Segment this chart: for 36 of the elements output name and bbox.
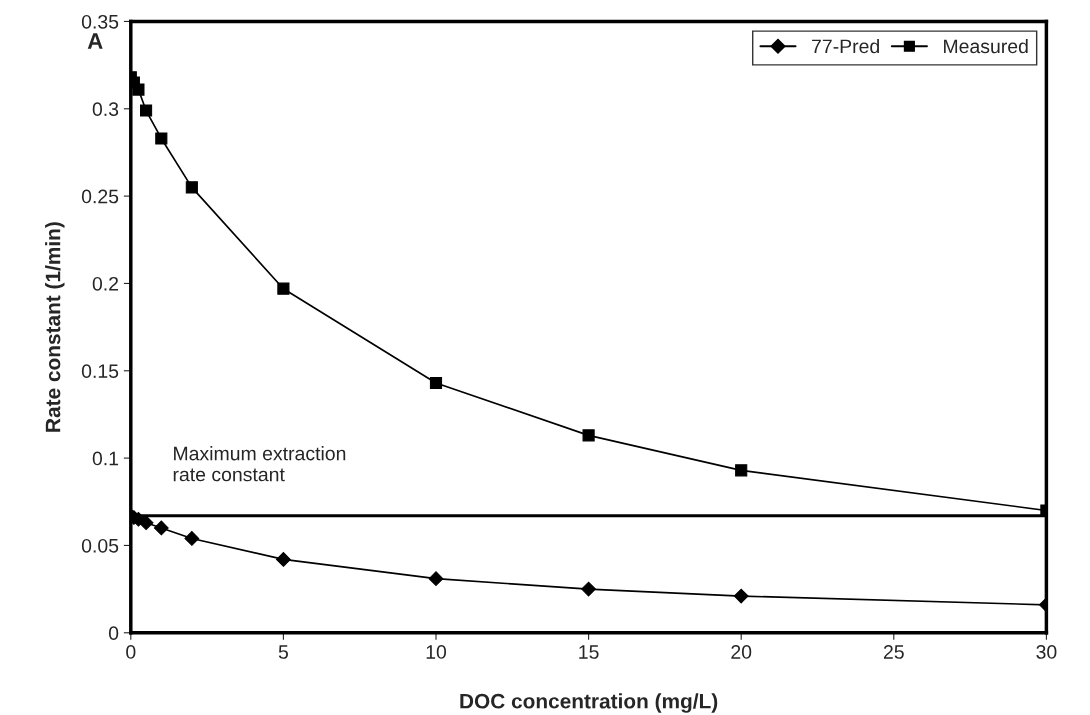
point	[581, 581, 596, 597]
point	[153, 520, 169, 536]
x-tick-label: 25	[883, 645, 904, 659]
ref-line-label: Maximum extraction rate constant	[173, 446, 346, 482]
y-tick-label: 0.05	[81, 538, 119, 553]
x-tick-label: 10	[426, 645, 447, 659]
x-tick-label: 20	[731, 645, 752, 659]
point	[184, 531, 200, 546]
point	[185, 181, 198, 194]
point	[429, 376, 443, 390]
point	[733, 588, 749, 604]
point	[138, 515, 154, 531]
legend-label: 77-Pred	[812, 38, 879, 54]
point	[139, 104, 153, 117]
y-tick-label: 0.35	[81, 14, 119, 29]
point	[582, 429, 595, 442]
x-tick-label: 30	[1036, 645, 1057, 659]
point	[155, 132, 168, 145]
y-tick-label: 0.25	[81, 189, 119, 204]
point	[276, 552, 291, 567]
x-tick-label: 15	[579, 645, 599, 659]
x-tick-label: 5	[278, 645, 288, 659]
point	[735, 464, 748, 477]
y-tick-label: 0.2	[92, 276, 119, 291]
y-tick-label: 0.15	[81, 364, 119, 379]
y-axis-title: Rate constant (1/min)	[45, 222, 65, 432]
y-tick-label: 0.1	[92, 451, 119, 466]
point	[132, 83, 145, 96]
y-tick-label: 0	[108, 626, 119, 641]
legend-label: Measured	[944, 38, 1028, 54]
point	[277, 282, 290, 295]
point	[428, 571, 444, 587]
x-axis-title: DOC concentration (mg/L)	[460, 693, 718, 713]
y-tick-label: 0.3	[92, 102, 119, 117]
text: A	[87, 33, 103, 49]
x-tick-label: 0	[126, 645, 136, 659]
